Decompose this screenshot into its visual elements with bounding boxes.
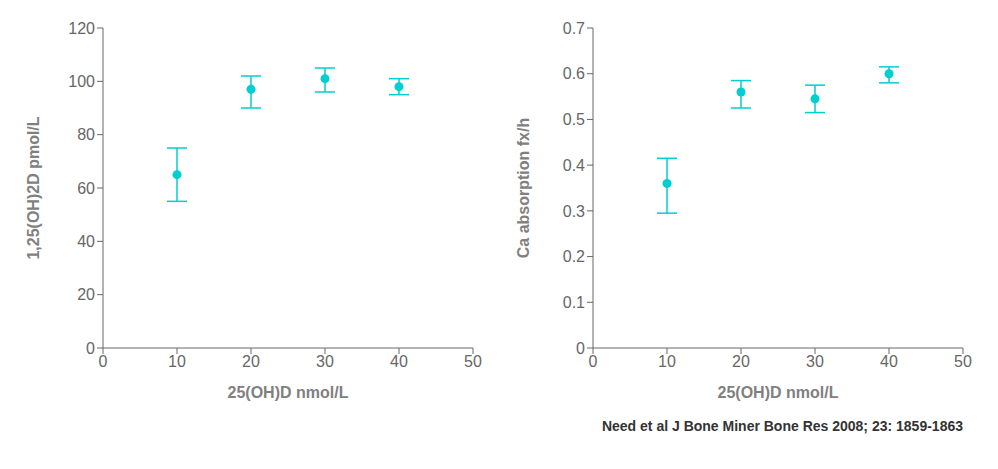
svg-text:80: 80 xyxy=(77,126,95,143)
svg-text:25(OH)D nmol/L: 25(OH)D nmol/L xyxy=(228,384,349,401)
svg-text:50: 50 xyxy=(954,353,972,370)
svg-text:30: 30 xyxy=(806,353,824,370)
svg-text:25(OH)D nmol/L: 25(OH)D nmol/L xyxy=(718,384,839,401)
svg-text:20: 20 xyxy=(77,286,95,303)
svg-text:20: 20 xyxy=(242,353,260,370)
svg-text:0: 0 xyxy=(86,340,95,357)
html-text:Need et al J Bone Miner Bone R: Need et al J Bone Miner Bone Res 2008; 2… xyxy=(601,418,963,434)
svg-text:1,25(OH)2D pmol/L: 1,25(OH)2D pmol/L xyxy=(25,116,42,259)
svg-text:0.3: 0.3 xyxy=(563,203,585,220)
svg-text:0.5: 0.5 xyxy=(563,111,585,128)
svg-text:0.7: 0.7 xyxy=(563,20,585,37)
svg-text:40: 40 xyxy=(77,233,95,250)
svg-text:0: 0 xyxy=(99,353,108,370)
svg-text:Ca absorption fx/h: Ca absorption fx/h xyxy=(515,118,532,258)
svg-text:0: 0 xyxy=(576,340,585,357)
svg-text:50: 50 xyxy=(464,353,482,370)
svg-text:10: 10 xyxy=(658,353,676,370)
svg-text:0.6: 0.6 xyxy=(563,65,585,82)
svg-text:10: 10 xyxy=(168,353,186,370)
svg-text:0: 0 xyxy=(589,353,598,370)
svg-text:0.2: 0.2 xyxy=(563,248,585,265)
svg-text:30: 30 xyxy=(316,353,334,370)
svg-text:0.4: 0.4 xyxy=(563,157,585,174)
svg-text:0.1: 0.1 xyxy=(563,294,585,311)
svg-text:120: 120 xyxy=(68,20,95,37)
svg-text:60: 60 xyxy=(77,180,95,197)
svg-text:40: 40 xyxy=(390,353,408,370)
svg-text:20: 20 xyxy=(732,353,750,370)
svg-text:100: 100 xyxy=(68,73,95,90)
svg-text:40: 40 xyxy=(880,353,898,370)
